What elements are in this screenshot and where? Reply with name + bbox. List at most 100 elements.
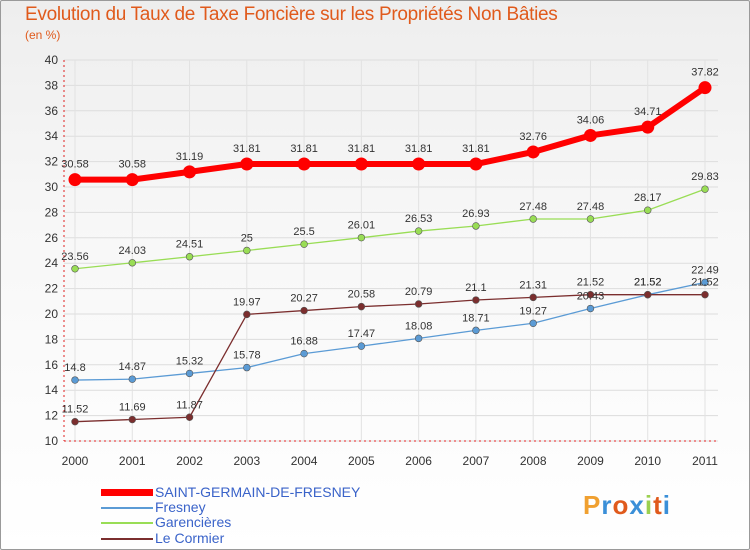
y-tick-labels: 10 12 14 16 18 20 22 24 26 28 30 32 34 36 38 40 xyxy=(45,53,59,448)
data-label-1-2010: 21.52 xyxy=(634,277,662,289)
data-label-2-2001: 24.03 xyxy=(119,245,147,257)
data-label-0-2010: 34.71 xyxy=(634,106,662,118)
data-label-2-2003: 25 xyxy=(241,233,253,245)
logo-letter-0: P xyxy=(583,490,602,520)
point-3-2001 xyxy=(128,415,136,424)
y-tick-18: 18 xyxy=(45,332,59,346)
data-label-1-2007: 18.71 xyxy=(462,312,490,324)
logo-letter-6: i xyxy=(662,490,671,520)
data-label-1-2011: 22.49 xyxy=(691,264,719,276)
point-1-2005 xyxy=(357,342,366,350)
y-tick-12: 12 xyxy=(45,409,59,423)
data-label-3-2002: 11.87 xyxy=(176,399,203,411)
point-2-2007 xyxy=(472,222,480,230)
data-label-2-2006: 26.53 xyxy=(405,213,433,225)
x-tick-2010: 2010 xyxy=(634,454,661,468)
data-label-1-2009: 20.43 xyxy=(577,291,605,303)
legend-label-fresney: Fresney xyxy=(155,499,206,515)
data-label-1-2005: 17.47 xyxy=(348,328,376,340)
point-3-2005 xyxy=(357,302,366,311)
data-label-3-2010: 21.52 xyxy=(634,277,662,289)
point-2-2001 xyxy=(128,259,136,267)
data-label-3-2001: 11.69 xyxy=(119,402,146,414)
data-label-0-2000: 30.58 xyxy=(61,159,89,171)
point-0-2002 xyxy=(183,165,197,179)
data-label-2-2010: 28.17 xyxy=(634,192,662,204)
y-tick-32: 32 xyxy=(45,155,59,169)
data-label-3-2004: 20.27 xyxy=(290,293,318,305)
data-label-1-2002: 15.32 xyxy=(176,355,204,367)
data-label-3-2007: 21.1 xyxy=(465,282,486,294)
point-2-2002 xyxy=(185,253,194,261)
x-tick-2004: 2004 xyxy=(291,454,318,468)
legend-swatch-garencieres xyxy=(101,522,153,524)
data-label-1-2006: 18.08 xyxy=(405,320,433,332)
point-1-2001 xyxy=(128,375,136,383)
y-tick-28: 28 xyxy=(45,205,59,219)
point-2-2006 xyxy=(414,227,423,235)
data-label-1-2001: 14.87 xyxy=(119,361,147,373)
x-tick-2000: 2000 xyxy=(62,454,89,468)
point-1-2003 xyxy=(243,363,251,372)
x-tick-2011: 2011 xyxy=(692,454,718,468)
data-label-2-2004: 25.5 xyxy=(293,226,314,238)
point-3-2008 xyxy=(529,293,537,302)
x-tick-2005: 2005 xyxy=(348,454,375,468)
point-0-2007 xyxy=(469,157,483,171)
data-label-1-2003: 15.78 xyxy=(233,350,261,362)
point-3-2004 xyxy=(300,306,308,315)
data-label-2-2008: 27.48 xyxy=(519,201,547,213)
legend-swatch-le-cormier xyxy=(101,538,153,540)
point-3-2007 xyxy=(472,296,480,304)
y-tick-20: 20 xyxy=(45,307,59,321)
point-3-2011 xyxy=(701,290,709,299)
x-tick-2006: 2006 xyxy=(405,454,432,468)
gridlines xyxy=(64,59,718,442)
data-label-2-2009: 27.48 xyxy=(577,201,605,213)
legend-label-le-cormier: Le Cormier xyxy=(155,530,225,546)
data-label-3-2006: 20.79 xyxy=(405,286,433,298)
point-0-2004 xyxy=(297,157,311,171)
point-1-2011 xyxy=(701,278,709,287)
y-tick-16: 16 xyxy=(45,358,59,372)
y-tick-34: 34 xyxy=(45,129,59,143)
data-label-0-2007: 31.81 xyxy=(462,143,490,155)
point-0-2006 xyxy=(412,157,426,171)
y-unit-label: (en %) xyxy=(25,28,61,42)
point-2-2008 xyxy=(529,215,537,223)
y-tick-38: 38 xyxy=(45,78,59,92)
data-label-3-2008: 21.31 xyxy=(519,279,547,291)
data-label-3-2003: 19.97 xyxy=(233,296,261,308)
y-tick-22: 22 xyxy=(45,282,59,296)
data-label-2-2000: 23.56 xyxy=(61,251,89,263)
point-2-2005 xyxy=(357,233,366,242)
data-label-0-2008: 32.76 xyxy=(519,131,547,143)
point-1-2008 xyxy=(529,319,537,327)
point-2-2009 xyxy=(586,215,595,223)
point-0-2010 xyxy=(641,120,655,134)
x-tick-2001: 2001 xyxy=(119,454,146,468)
proxiti-logo: Proxiti xyxy=(583,490,671,521)
point-3-2002 xyxy=(185,413,194,421)
point-0-2003 xyxy=(240,157,254,171)
data-labels: 30.58 30.58 31.19 31.81 31.81 31.81 31.81 31.81… xyxy=(61,67,719,416)
point-3-2010 xyxy=(644,290,652,299)
point-2-2000 xyxy=(71,265,79,273)
series-lines xyxy=(68,81,712,426)
data-label-0-2009: 34.06 xyxy=(577,114,605,126)
y-tick-30: 30 xyxy=(45,180,59,194)
data-label-2-2005: 26.01 xyxy=(348,220,376,232)
point-3-2009 xyxy=(586,290,595,299)
series-line-2 xyxy=(74,188,706,270)
logo-letter-1: r xyxy=(601,490,613,520)
point-2-2011 xyxy=(701,185,709,193)
point-1-2002 xyxy=(185,369,194,378)
x-tick-labels: 2000 2001 2002 2003 2004 2005 2006 2007 2008 2009… xyxy=(62,454,719,468)
point-1-2007 xyxy=(472,326,480,335)
point-0-2008 xyxy=(526,145,540,159)
data-label-2-2007: 26.93 xyxy=(462,208,490,220)
point-0-2011 xyxy=(698,81,712,95)
point-3-2006 xyxy=(414,300,423,308)
data-label-2-2011: 29.83 xyxy=(691,171,719,183)
x-tick-2007: 2007 xyxy=(463,454,490,468)
